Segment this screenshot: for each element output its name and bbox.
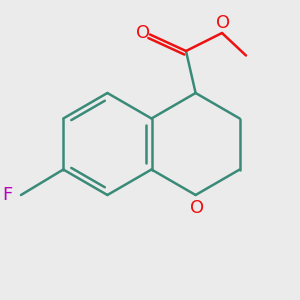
Text: O: O <box>136 24 151 42</box>
Text: O: O <box>190 199 204 217</box>
Text: O: O <box>216 14 231 32</box>
Text: F: F <box>2 186 13 204</box>
